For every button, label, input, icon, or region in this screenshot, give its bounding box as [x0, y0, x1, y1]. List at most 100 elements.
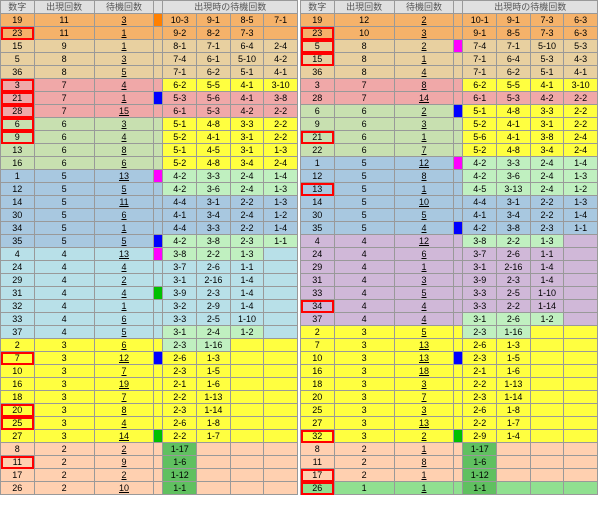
- cell-detail: 3-1: [230, 144, 264, 157]
- cell-wait: 2: [94, 469, 154, 482]
- cell-detail: 2-2: [264, 105, 298, 118]
- cell-count: 4: [334, 235, 394, 248]
- cell-detail: 1-5: [197, 365, 231, 378]
- cell-num: 25: [1, 417, 35, 430]
- data-row: 8221-17: [1, 443, 298, 456]
- cell-count: 3: [334, 378, 394, 391]
- cell-detail: 5-3: [497, 92, 531, 105]
- cell-detail: 2-1: [163, 378, 197, 391]
- cell-count: 4: [34, 313, 94, 326]
- cell-count: 5: [34, 222, 94, 235]
- data-row: 6635-14-83-32-2: [1, 118, 298, 131]
- cell-colorbox: [454, 209, 463, 222]
- cell-detail: 2-3: [497, 274, 531, 287]
- cell-detail: [530, 456, 564, 469]
- cell-detail: 3-1: [230, 131, 264, 144]
- cell-count: 2: [34, 469, 94, 482]
- cell-detail: [230, 365, 264, 378]
- data-row: 20372-31-14: [301, 391, 598, 404]
- cell-detail: 2-4: [564, 144, 598, 157]
- cell-wait: 4: [394, 313, 454, 326]
- cell-wait: 2: [394, 430, 454, 443]
- data-row: 12584-23-62-41-3: [301, 170, 598, 183]
- cell-wait: 2: [94, 443, 154, 456]
- cell-detail: 1-14: [530, 300, 564, 313]
- cell-num: 11: [1, 456, 35, 469]
- cell-detail: 2-4: [230, 170, 264, 183]
- cell-num: 17: [301, 469, 335, 482]
- cell-detail: 4-2: [463, 157, 497, 170]
- cell-detail: 5-10: [230, 53, 264, 66]
- cell-detail: 2-2: [264, 118, 298, 131]
- cell-detail: 6-3: [564, 14, 598, 27]
- data-row: 287156-15-34-22-2: [1, 105, 298, 118]
- cell-num: 18: [301, 378, 335, 391]
- col-num: 数字: [1, 1, 35, 14]
- data-row: 15124-23-32-41-4: [301, 157, 598, 170]
- data-row: 29423-12-161-4: [1, 274, 298, 287]
- data-row: 15918-17-16-42-4: [1, 40, 298, 53]
- cell-detail: 3-8: [463, 235, 497, 248]
- cell-wait: 14: [394, 92, 454, 105]
- cell-count: 3: [34, 378, 94, 391]
- cell-detail: 3-4: [497, 209, 531, 222]
- cell-detail: [197, 443, 231, 456]
- cell-detail: 3-7: [463, 248, 497, 261]
- data-row: 15134-23-32-41-4: [1, 170, 298, 183]
- cell-detail: 4-8: [497, 105, 531, 118]
- cell-wait: 6: [94, 209, 154, 222]
- cell-colorbox: [454, 248, 463, 261]
- cell-colorbox: [154, 157, 163, 170]
- cell-detail: 4-1: [564, 66, 598, 79]
- cell-detail: 6-1: [197, 53, 231, 66]
- data-row: 33463-32-51-10: [1, 313, 298, 326]
- cell-detail: [530, 443, 564, 456]
- cell-detail: 7-3: [530, 27, 564, 40]
- cell-num: 23: [1, 27, 35, 40]
- cell-detail: 2-6: [197, 261, 231, 274]
- cell-detail: 2-1: [463, 365, 497, 378]
- cell-detail: 1-3: [230, 248, 264, 261]
- cell-detail: 8-5: [497, 27, 531, 40]
- cell-detail: [230, 430, 264, 443]
- cell-num: 9: [1, 131, 35, 144]
- cell-num: 36: [1, 66, 35, 79]
- data-row: 3746-25-54-13-10: [1, 79, 298, 92]
- cell-detail: 6-2: [497, 66, 531, 79]
- data-row: 287146-15-34-22-2: [301, 92, 598, 105]
- cell-detail: [564, 469, 598, 482]
- data-row: 262101-1: [1, 482, 298, 495]
- cell-detail: [197, 469, 231, 482]
- data-row: 31433-92-31-4: [301, 274, 598, 287]
- cell-detail: 4-1: [163, 209, 197, 222]
- cell-detail: [264, 326, 298, 339]
- cell-detail: [530, 378, 564, 391]
- cell-num: 17: [1, 469, 35, 482]
- data-row: 145104-43-12-21-3: [301, 196, 598, 209]
- cell-num: 15: [1, 40, 35, 53]
- cell-num: 3: [301, 79, 335, 92]
- cell-detail: 4-8: [197, 157, 231, 170]
- cell-wait: 4: [94, 417, 154, 430]
- cell-count: 5: [34, 209, 94, 222]
- cell-detail: 1-13: [197, 391, 231, 404]
- cell-wait: 1: [394, 261, 454, 274]
- cell-num: 23: [301, 27, 335, 40]
- cell-wait: 1: [94, 222, 154, 235]
- cell-detail: [564, 313, 598, 326]
- data-row: 24443-72-61-1: [1, 261, 298, 274]
- cell-count: 3: [334, 391, 394, 404]
- cell-num: 3: [1, 79, 35, 92]
- cell-count: 3: [34, 404, 94, 417]
- cell-colorbox: [154, 196, 163, 209]
- cell-detail: 1-2: [264, 209, 298, 222]
- cell-detail: 1-14: [497, 391, 531, 404]
- cell-num: 16: [1, 157, 35, 170]
- cell-colorbox: [454, 261, 463, 274]
- cell-detail: [230, 443, 264, 456]
- cell-detail: 3-1: [163, 326, 197, 339]
- cell-num: 35: [1, 235, 35, 248]
- cell-detail: [564, 417, 598, 430]
- cell-num: 29: [1, 274, 35, 287]
- cell-wait: 18: [394, 365, 454, 378]
